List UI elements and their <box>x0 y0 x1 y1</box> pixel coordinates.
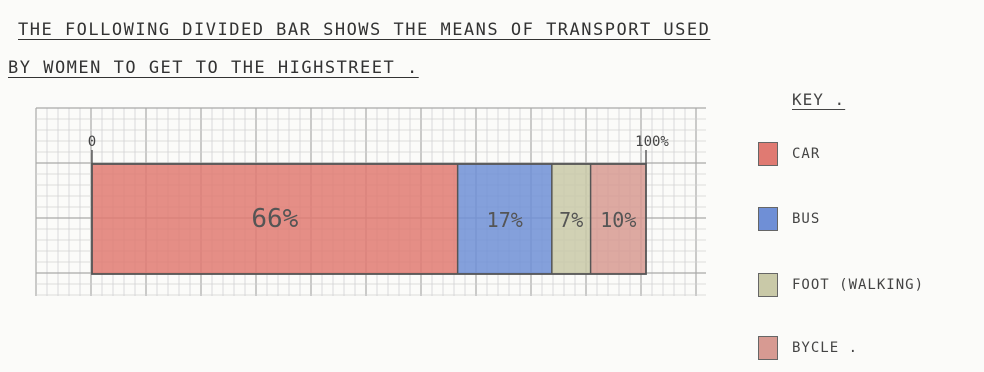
bar-segment-label-bus: 17% <box>487 208 523 232</box>
legend-swatch-bus <box>758 207 778 231</box>
bar-segment-car <box>92 164 458 274</box>
legend-label-bicycle: BYCLE . <box>792 340 859 356</box>
legend-swatch-bicycle <box>758 336 778 360</box>
bar-segment-label-foot-walking: 7% <box>559 208 583 232</box>
chart-title-line-2: BY WOMEN TO GET TO THE HIGHSTREET . <box>8 58 419 78</box>
legend-label-foot: FOOT (WALKING) <box>792 277 925 293</box>
legend-item-car: CAR <box>758 142 820 166</box>
chart-title-line-1: THE FOLLOWING DIVIDED BAR SHOWS THE MEAN… <box>18 20 711 40</box>
bar-segment-foot-walking <box>551 164 591 274</box>
legend-item-foot: FOOT (WALKING) <box>758 273 924 297</box>
bar-segment-bus <box>457 164 552 274</box>
legend-label-bus: BUS <box>792 211 821 227</box>
legend-title: KEY . <box>792 90 846 109</box>
axis-start-label: 0 <box>88 134 96 150</box>
bar-segment-bycle <box>590 164 646 274</box>
legend-swatch-foot <box>758 273 778 297</box>
legend-label-car: CAR <box>792 146 821 162</box>
legend-item-bus: BUS <box>758 207 820 231</box>
axis-end-label: 100% <box>635 134 669 150</box>
legend-item-bicycle: BYCLE . <box>758 336 858 360</box>
bar-outline <box>91 163 647 275</box>
bar-segment-label-car: 66% <box>251 204 298 234</box>
legend-swatch-car <box>758 142 778 166</box>
bar-segment-label-bycle: 10% <box>600 208 636 232</box>
